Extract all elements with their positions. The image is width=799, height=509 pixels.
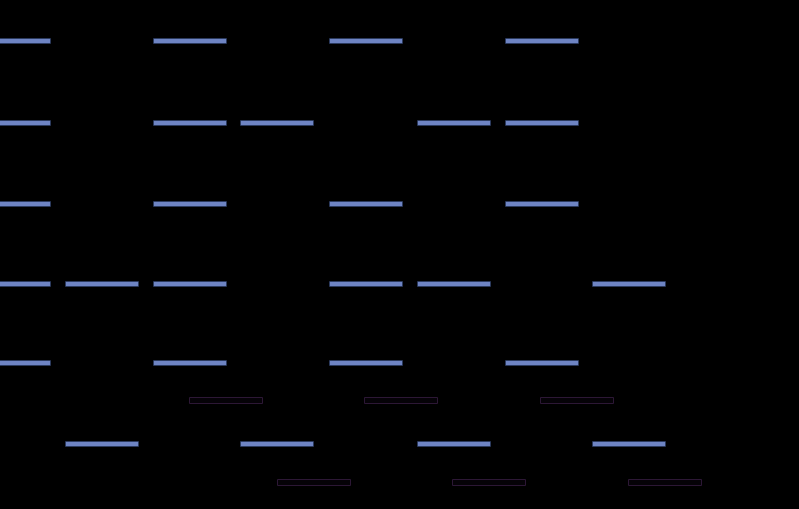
note-bar [240,120,314,126]
ghost-note-bar [277,479,351,486]
note-bar [240,441,314,447]
note-bar [505,120,579,126]
note-bar [153,360,227,366]
note-bar [0,120,51,126]
note-bar [0,38,51,44]
note-bar [592,281,666,287]
note-bar [65,441,139,447]
note-bar [592,441,666,447]
note-bar [417,441,491,447]
ghost-note-bar [452,479,526,486]
note-bar [329,38,403,44]
note-bar [417,281,491,287]
note-bar [0,360,51,366]
ghost-note-bar [628,479,702,486]
note-bar [0,201,51,207]
ghost-note-bar [364,397,438,404]
note-bar [0,281,51,287]
note-bar [505,201,579,207]
note-bar [153,120,227,126]
note-bar [329,281,403,287]
note-bar [153,201,227,207]
note-bar [153,281,227,287]
note-bar [505,360,579,366]
note-bar [329,360,403,366]
note-bar [65,281,139,287]
note-bar [417,120,491,126]
note-bar [505,38,579,44]
ghost-note-bar [189,397,263,404]
note-bar [329,201,403,207]
note-bar [153,38,227,44]
ghost-note-bar [540,397,614,404]
